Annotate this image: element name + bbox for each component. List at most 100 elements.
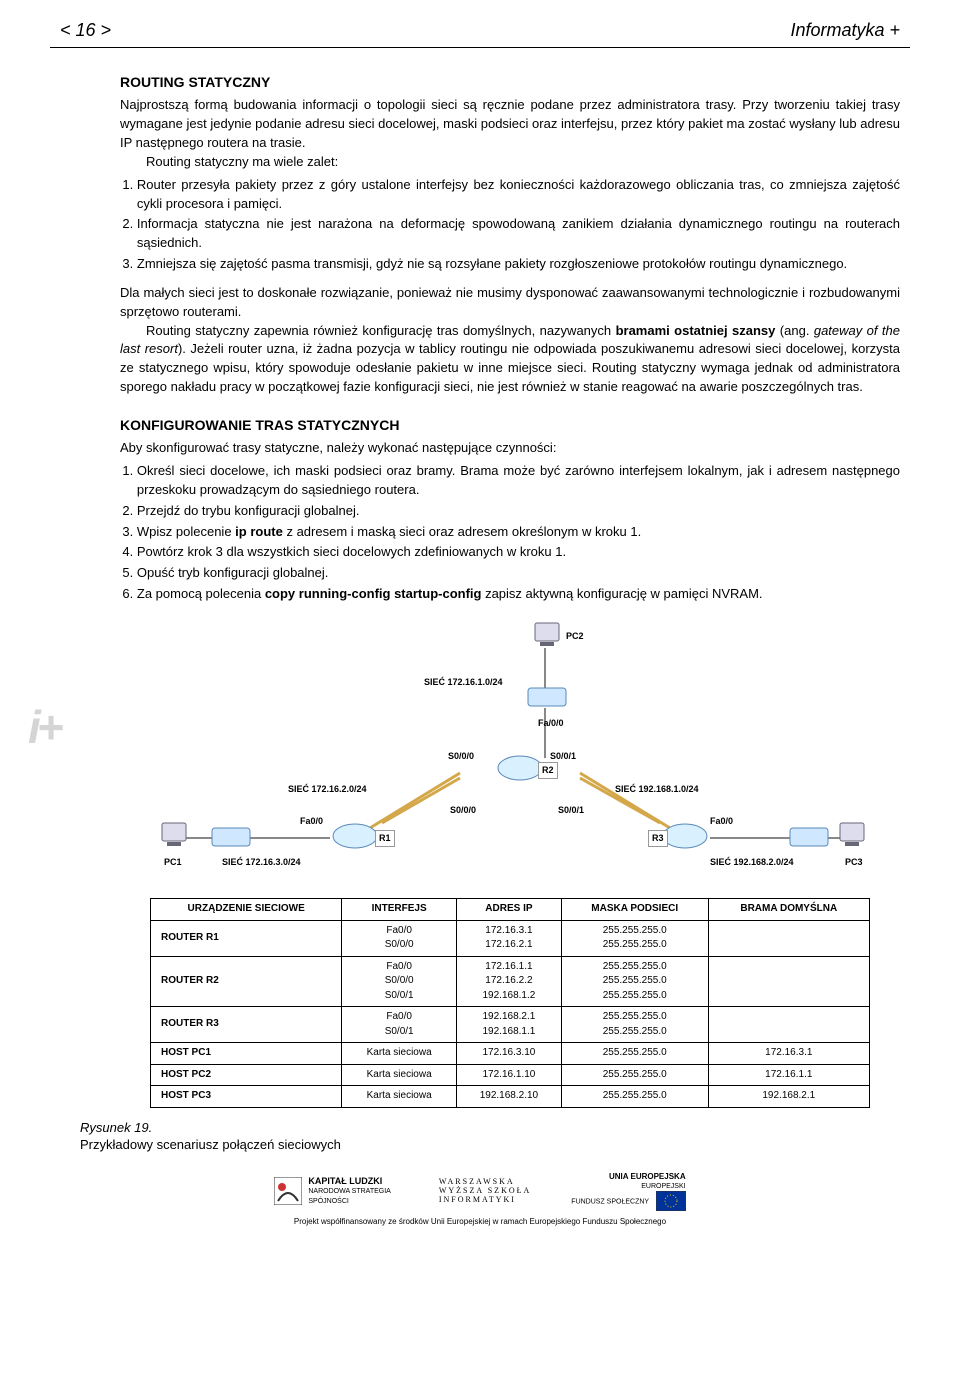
text-span: Routing statyczny zapewnia również konfi… xyxy=(146,323,616,338)
section2-title: KONFIGUROWANIE TRAS STATYCZNYCH xyxy=(120,415,900,435)
label-net1: SIEĆ 172.16.1.0/24 xyxy=(424,676,503,689)
eu-flag-icon xyxy=(656,1191,686,1211)
list-item: Wpisz polecenie ip route z adresem i mas… xyxy=(137,523,900,542)
table-row: HOST PC2Karta sieciowa172.16.1.10255.255… xyxy=(151,1064,870,1086)
host-icon xyxy=(840,823,864,846)
list-item: Powtórz krok 3 dla wszystkich sieci doce… xyxy=(137,543,900,562)
label-r2: R2 xyxy=(538,762,558,779)
table-row: ROUTER R1Fa0/0S0/0/0172.16.3.1172.16.2.1… xyxy=(151,920,870,956)
text-span: Wpisz polecenie xyxy=(137,524,235,539)
table-cell xyxy=(708,956,869,1007)
section1-p3: Dla małych sieci jest to doskonałe rozwi… xyxy=(120,284,900,322)
table-cell: 255.255.255.0255.255.255.0255.255.255.0 xyxy=(561,956,708,1007)
table-cell: 192.168.2.1 xyxy=(708,1086,869,1108)
switch-icon xyxy=(528,688,566,706)
section2-lead: Aby skonfigurować trasy statyczne, należ… xyxy=(120,439,900,458)
section1-p1: Najprostszą formą budowania informacji o… xyxy=(120,96,900,153)
header-title: Informatyka + xyxy=(790,20,900,41)
text-span: ). Jeżeli router uzna, iż żadna pozycja … xyxy=(120,341,900,394)
footer-subtext: Projekt współfinansowany ze środków Unii… xyxy=(50,1217,910,1226)
table-cell: 172.16.1.1 xyxy=(708,1064,869,1086)
table-header: BRAMA DOMYŚLNA xyxy=(708,899,869,921)
label-net2: SIEĆ 172.16.2.0/24 xyxy=(288,783,367,796)
table-row: HOST PC1Karta sieciowa172.16.3.10255.255… xyxy=(151,1043,870,1065)
table-cell: ROUTER R2 xyxy=(151,956,342,1007)
section1-p4: Routing statyczny zapewnia również konfi… xyxy=(120,322,900,397)
table-header: INTERFEJS xyxy=(342,899,457,921)
network-diagram: PC2 PC1 PC3 SIEĆ 172.16.1.0/24 Fa/0/0 S0… xyxy=(150,618,870,888)
list-item: Informacja statyczna nie jest narażona n… xyxy=(137,215,900,253)
table-cell: 255.255.255.0 xyxy=(561,1064,708,1086)
table-cell xyxy=(708,920,869,956)
router-icon xyxy=(498,756,542,780)
text-span: zapisz aktywną konfigurację w pamięci NV… xyxy=(481,586,762,601)
footer-logo-eu: UNIA EUROPEJSKA EUROPEJSKI FUNDUSZ SPOŁE… xyxy=(571,1172,685,1212)
list-item: Określ sieci docelowe, ich maski podsiec… xyxy=(137,462,900,500)
host-icon xyxy=(162,823,186,846)
table-row: HOST PC3Karta sieciowa192.168.2.10255.25… xyxy=(151,1086,870,1108)
label-net5: SIEĆ 192.168.2.0/24 xyxy=(710,856,794,869)
list-item: Zmniejsza się zajętość pasma transmisji,… xyxy=(137,255,900,274)
table-cell: 255.255.255.0 xyxy=(561,1086,708,1108)
table-cell xyxy=(708,1007,869,1043)
table-row: ROUTER R2Fa0/0S0/0/0S0/0/1172.16.1.1172.… xyxy=(151,956,870,1007)
table-cell: 172.16.3.10 xyxy=(456,1043,561,1065)
table-cell: 192.168.2.1192.168.1.1 xyxy=(456,1007,561,1043)
label-fa00-r3: Fa0/0 xyxy=(710,815,733,828)
table-header: MASKA PODSIECI xyxy=(561,899,708,921)
table-cell: ROUTER R3 xyxy=(151,1007,342,1043)
label-fa00-r1: Fa0/0 xyxy=(300,815,323,828)
switch-icon xyxy=(790,828,828,846)
label-r3: R3 xyxy=(648,830,668,847)
table-cell: ROUTER R1 xyxy=(151,920,342,956)
table-cell: HOST PC3 xyxy=(151,1086,342,1108)
table-cell: 192.168.2.10 xyxy=(456,1086,561,1108)
section1-p2-lead: Routing statyczny ma wiele zalet: xyxy=(120,153,900,172)
list-item: Za pomocą polecenia copy running-config … xyxy=(137,585,900,604)
main-content: ROUTING STATYCZNY Najprostszą formą budo… xyxy=(120,72,900,1108)
list-item: Opuść tryb konfiguracji globalnej. xyxy=(137,564,900,583)
table-cell: HOST PC2 xyxy=(151,1064,342,1086)
label-s000: S0/0/0 xyxy=(448,750,474,763)
table-cell: Fa0/0S0/0/1 xyxy=(342,1007,457,1043)
page-number: < 16 > xyxy=(60,20,111,41)
label-pc2: PC2 xyxy=(566,630,584,643)
text-bold: bramami ostatniej szansy xyxy=(616,323,776,338)
logo-text: WYŻSZA SZKOŁA xyxy=(439,1186,531,1195)
section2-list: Określ sieci docelowe, ich maski podsiec… xyxy=(120,462,900,604)
list-item: Router przesyła pakiety przez z góry ust… xyxy=(137,176,900,214)
list-item: Przejdź do trybu konfiguracji globalnej. xyxy=(137,502,900,521)
logo-text: FUNDUSZ SPOŁECZNY xyxy=(571,1199,649,1206)
label-net3: SIEĆ 172.16.3.0/24 xyxy=(222,856,301,869)
label-s001b: S0/0/1 xyxy=(558,804,584,817)
addressing-table: URZĄDZENIE SIECIOWEINTERFEJSADRES IPMASK… xyxy=(150,898,870,1108)
text-bold: copy running-config startup-config xyxy=(265,586,482,601)
router-icon xyxy=(333,824,377,848)
header-rule xyxy=(50,47,910,48)
logo-text: KAPITAŁ LUDZKI xyxy=(308,1176,382,1186)
table-cell: Karta sieciowa xyxy=(342,1064,457,1086)
table-cell: HOST PC1 xyxy=(151,1043,342,1065)
section1-title: ROUTING STATYCZNY xyxy=(120,72,900,92)
logo-text: INFORMATYKI xyxy=(439,1195,516,1204)
table-header: URZĄDZENIE SIECIOWE xyxy=(151,899,342,921)
text-span: Za pomocą polecenia xyxy=(137,586,265,601)
table-cell: Fa0/0S0/0/0 xyxy=(342,920,457,956)
label-pc3: PC3 xyxy=(845,856,863,869)
table-cell: 172.16.3.1172.16.2.1 xyxy=(456,920,561,956)
table-cell: 172.16.3.1 xyxy=(708,1043,869,1065)
footer-logo-kapital: KAPITAŁ LUDZKI NARODOWA STRATEGIA SPÓJNOŚ… xyxy=(274,1177,398,1207)
table-cell: 255.255.255.0255.255.255.0 xyxy=(561,920,708,956)
table-cell: 255.255.255.0255.255.255.0 xyxy=(561,1007,708,1043)
router-icon xyxy=(663,824,707,848)
table-cell: 172.16.1.10 xyxy=(456,1064,561,1086)
logo-text: WARSZAWSKA xyxy=(439,1177,515,1186)
table-cell: 172.16.1.1172.16.2.2192.168.1.2 xyxy=(456,956,561,1007)
side-logo-icon: i+ xyxy=(28,700,60,754)
label-r1: R1 xyxy=(375,830,395,847)
logo-text: NARODOWA STRATEGIA SPÓJNOŚCI xyxy=(308,1188,390,1205)
label-pc1: PC1 xyxy=(164,856,182,869)
table-cell: 255.255.255.0 xyxy=(561,1043,708,1065)
figure-caption-text: Przykładowy scenariusz połączeń sieciowy… xyxy=(80,1137,910,1152)
table-cell: Fa0/0S0/0/0S0/0/1 xyxy=(342,956,457,1007)
